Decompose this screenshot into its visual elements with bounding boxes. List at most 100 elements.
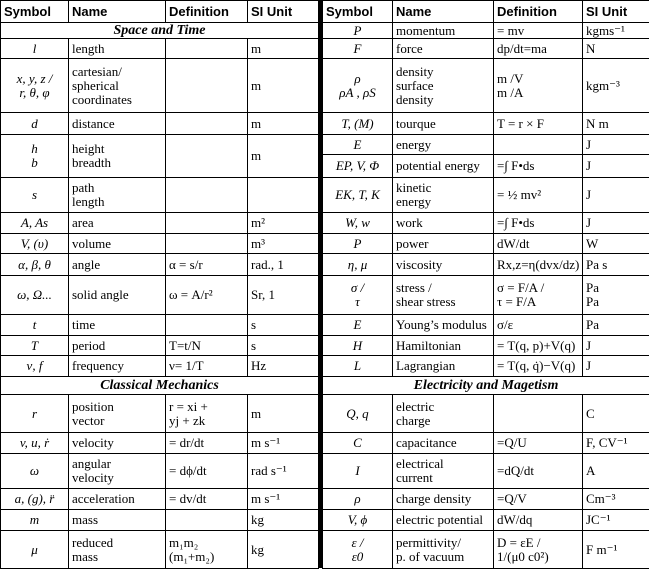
table-row: Electricity and Magetism (323, 377, 649, 395)
name-cell: tourque (393, 113, 494, 135)
symbol-cell: V, (υ) (1, 234, 69, 254)
name-cell: reduced mass (69, 531, 166, 569)
symbol-cell: A, As (1, 213, 69, 234)
symbol-cell: a, (g), r̈ (1, 489, 69, 510)
symbol-cell: ω (1, 454, 69, 489)
header-cell: Definition (166, 1, 248, 23)
definition-cell (166, 59, 248, 113)
unit-cell: m (248, 113, 319, 135)
name-cell: permittivity/ p. of vacuum (393, 531, 494, 569)
definition-cell: =∫ F•ds (494, 155, 583, 178)
name-cell: Lagrangian (393, 356, 494, 377)
definition-cell: α = s/r (166, 254, 248, 276)
unit-cell: A (583, 454, 649, 489)
symbol-cell: x, y, z / r, θ, φ (1, 59, 69, 113)
unit-cell: JC⁻¹ (583, 510, 649, 531)
symbol-cell: H (323, 336, 393, 356)
symbol-cell: ρ (323, 489, 393, 510)
definition-cell: =Q/U (494, 433, 583, 454)
definition-cell: T=t/N (166, 336, 248, 356)
unit-cell: kg (248, 531, 319, 569)
name-cell: path length (69, 178, 166, 213)
symbol-cell: E (323, 315, 393, 336)
unit-cell: rad s⁻¹ (248, 454, 319, 489)
unit-cell: Hz (248, 356, 319, 377)
unit-cell: kgms⁻¹ (583, 23, 649, 39)
definition-cell (166, 113, 248, 135)
name-cell: viscosity (393, 254, 494, 276)
definition-cell (166, 178, 248, 213)
definition-cell: dp/dt=ma (494, 39, 583, 59)
definition-cell (166, 510, 248, 531)
unit-cell: J (583, 155, 649, 178)
unit-cell: Pa s (583, 254, 649, 276)
header-cell: SI Unit (248, 1, 319, 23)
name-cell: power (393, 234, 494, 254)
unit-cell: J (583, 135, 649, 155)
symbol-cell: Q, q (323, 395, 393, 433)
unit-cell: m s⁻¹ (248, 433, 319, 454)
unit-cell: Cm⁻³ (583, 489, 649, 510)
symbol-cell: σ / τ (323, 276, 393, 315)
table-row: Classical Mechanics (1, 377, 319, 395)
name-cell: height breadth (69, 135, 166, 178)
definition-cell: σ/ε (494, 315, 583, 336)
definition-cell: = mv (494, 23, 583, 39)
name-cell: kinetic energy (393, 178, 494, 213)
symbol-cell: l (1, 39, 69, 59)
unit-cell: m (248, 39, 319, 59)
symbol-cell: L (323, 356, 393, 377)
name-cell: volume (69, 234, 166, 254)
definition-cell: ω = A/r² (166, 276, 248, 315)
definition-cell (166, 213, 248, 234)
symbol-cell: ω, Ω... (1, 276, 69, 315)
definition-cell: m /V m /A (494, 59, 583, 113)
unit-cell: m (248, 59, 319, 113)
symbol-cell: ν, f (1, 356, 69, 377)
header-cell: Name (69, 1, 166, 23)
definition-cell: = ½ mv² (494, 178, 583, 213)
definition-cell: m₁m₂ (m₁+m₂) (166, 531, 248, 569)
unit-cell (248, 178, 319, 213)
symbol-cell: I (323, 454, 393, 489)
definition-cell: = dϕ/dt (166, 454, 248, 489)
symbol-cell: η, μ (323, 254, 393, 276)
name-cell: period (69, 336, 166, 356)
unit-cell: m (248, 135, 319, 178)
symbol-cell: ε / ε0 (323, 531, 393, 569)
unit-cell: Pa (583, 315, 649, 336)
unit-cell: s (248, 336, 319, 356)
definition-cell: =dQ/dt (494, 454, 583, 489)
name-cell: electric potential (393, 510, 494, 531)
unit-cell: F m⁻¹ (583, 531, 649, 569)
symbol-cell: μ (1, 531, 69, 569)
section-heading: Space and Time (1, 23, 319, 39)
definition-cell (494, 135, 583, 155)
name-cell: momentum (393, 23, 494, 39)
name-cell: force (393, 39, 494, 59)
symbol-cell: EP, V, Φ (323, 155, 393, 178)
name-cell: stress / shear stress (393, 276, 494, 315)
